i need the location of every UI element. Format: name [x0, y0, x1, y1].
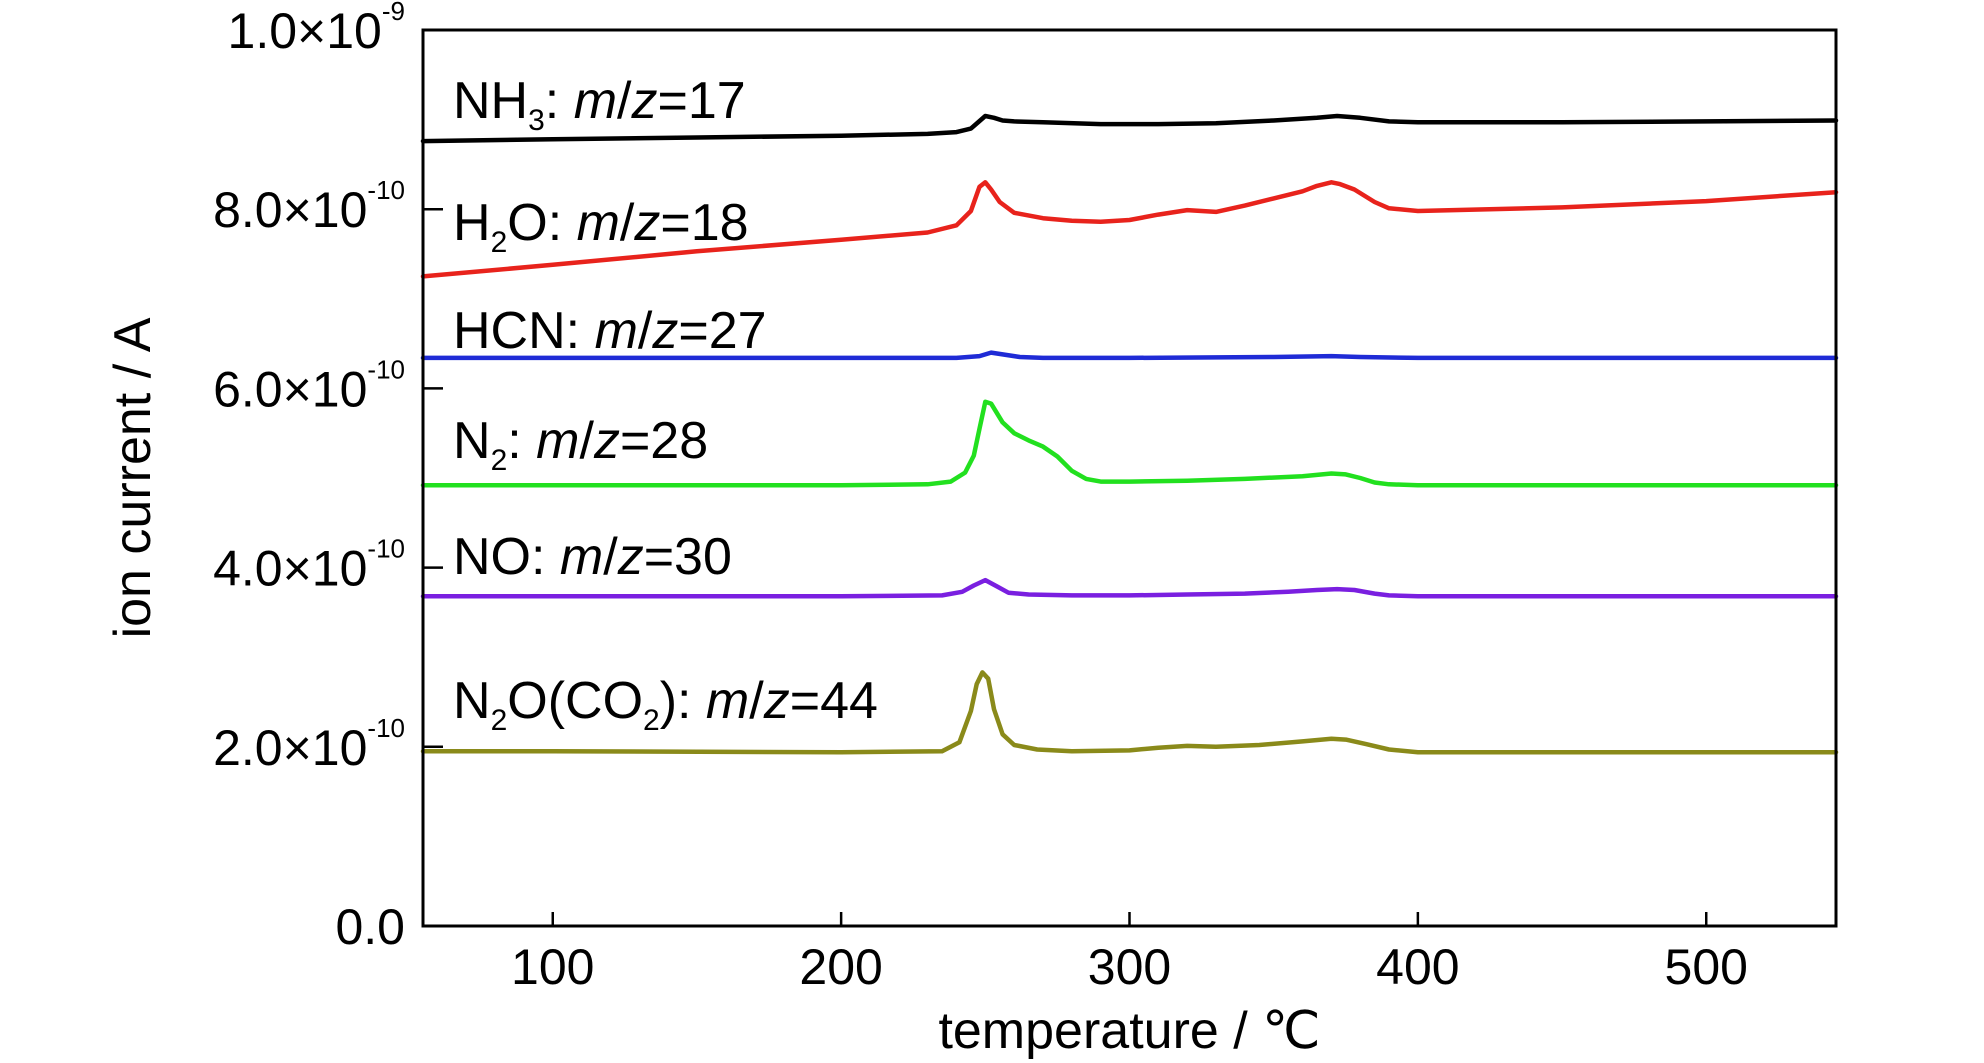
y-tick-label: 4.0×10-10: [213, 534, 405, 597]
x-axis-title: temperature / ℃: [938, 1002, 1320, 1060]
y-tick-label: 0.0: [335, 899, 405, 955]
series-label-part: =17: [657, 72, 745, 130]
series-label-part: HCN:: [453, 302, 595, 360]
y-tick-mantissa: 4.0×10: [213, 541, 367, 597]
series-line-3: [420, 399, 1839, 488]
series-label-part: H: [453, 194, 491, 252]
series-label-3: N2: m/z=28: [453, 412, 708, 477]
y-tick-mantissa: 0.0: [335, 899, 405, 955]
series-label-part: z: [593, 412, 620, 470]
y-tick-label: 6.0×10-10: [213, 354, 405, 417]
series-label-part: /: [638, 302, 653, 360]
series-label-part: /: [620, 194, 635, 252]
series-label-0: NH3: m/z=17: [453, 72, 746, 137]
series-label-part: NO:: [453, 528, 560, 586]
series-label-part: /: [749, 672, 764, 730]
x-tick-label: 300: [1088, 939, 1171, 995]
x-tick-label: 500: [1665, 939, 1748, 995]
series-label-part: =28: [620, 412, 708, 470]
y-tick-exponent: -10: [367, 175, 405, 205]
series-label-part: m: [574, 72, 617, 130]
series-label-part: 2: [491, 226, 508, 259]
plot-frame: [421, 28, 1838, 928]
x-tick-label: 100: [511, 939, 594, 995]
series-label-part: m: [706, 672, 749, 730]
series-label-part: /: [617, 72, 632, 130]
y-tick-mantissa: 1.0×10: [228, 3, 382, 59]
y-tick-exponent: -10: [367, 354, 405, 384]
series-label-part: :: [507, 412, 536, 470]
x-tick-label: 400: [1376, 939, 1459, 995]
series-label-part: NH: [453, 72, 528, 130]
y-axis: 0.02.0×10-104.0×10-106.0×10-108.0×10-101…: [213, 0, 443, 955]
series-label-2: HCN: m/z=27: [453, 302, 767, 360]
series-label-part: /: [579, 412, 594, 470]
series-label-1: H2O: m/z=18: [453, 194, 749, 259]
y-tick-exponent: -9: [382, 0, 405, 26]
series-label-part: /: [603, 528, 618, 586]
y-axis-title: ion current / A: [104, 317, 162, 638]
series-label-part: 2: [491, 704, 508, 737]
y-tick-mantissa: 6.0×10: [213, 361, 367, 417]
x-tick-label: 200: [799, 939, 882, 995]
series-label-part: 2: [491, 444, 508, 477]
y-tick-exponent: -10: [367, 534, 405, 564]
series-label-part: N: [453, 412, 491, 470]
series-line-0: [420, 113, 1839, 144]
series-label-part: m: [577, 194, 620, 252]
y-tick-label: 2.0×10-10: [213, 713, 405, 776]
series-label-part: m: [536, 412, 579, 470]
x-axis: 100 200 300 400 500: [511, 912, 1748, 995]
y-tick-label: 8.0×10-10: [213, 175, 405, 238]
series-label-part: 3: [528, 104, 545, 137]
series-label-5: N2O(CO2): m/z=44: [453, 672, 878, 737]
y-tick-mantissa: 8.0×10: [213, 182, 367, 238]
series-label-part: m: [560, 528, 603, 586]
series-line-2: [420, 350, 1839, 361]
series-label-part: z: [763, 672, 790, 730]
series-line-4: [420, 577, 1839, 599]
series-label-part: O:: [507, 194, 576, 252]
series-label-part: ):: [660, 672, 706, 730]
series-label-part: m: [595, 302, 638, 360]
series-label-part: =18: [660, 194, 748, 252]
series-label-part: 2: [643, 704, 660, 737]
y-tick-exponent: -10: [367, 713, 405, 743]
series-label-part: z: [633, 194, 660, 252]
series-label-part: :: [545, 72, 574, 130]
series-label-part: z: [630, 72, 657, 130]
series-line-5: [420, 670, 1839, 755]
series-label-part: =27: [678, 302, 766, 360]
series-label-part: N: [453, 672, 491, 730]
series-label-part: z: [617, 528, 644, 586]
series-label-part: =30: [644, 528, 732, 586]
series-label-4: NO: m/z=30: [453, 528, 732, 586]
series-label-part: z: [651, 302, 678, 360]
y-tick-label: 1.0×10-9: [228, 0, 405, 59]
series-label-part: =44: [790, 672, 878, 730]
series-label-part: O(CO: [507, 672, 643, 730]
series-line-1: [420, 180, 1839, 279]
series-layer: [420, 113, 1839, 755]
y-tick-mantissa: 2.0×10: [213, 720, 367, 776]
